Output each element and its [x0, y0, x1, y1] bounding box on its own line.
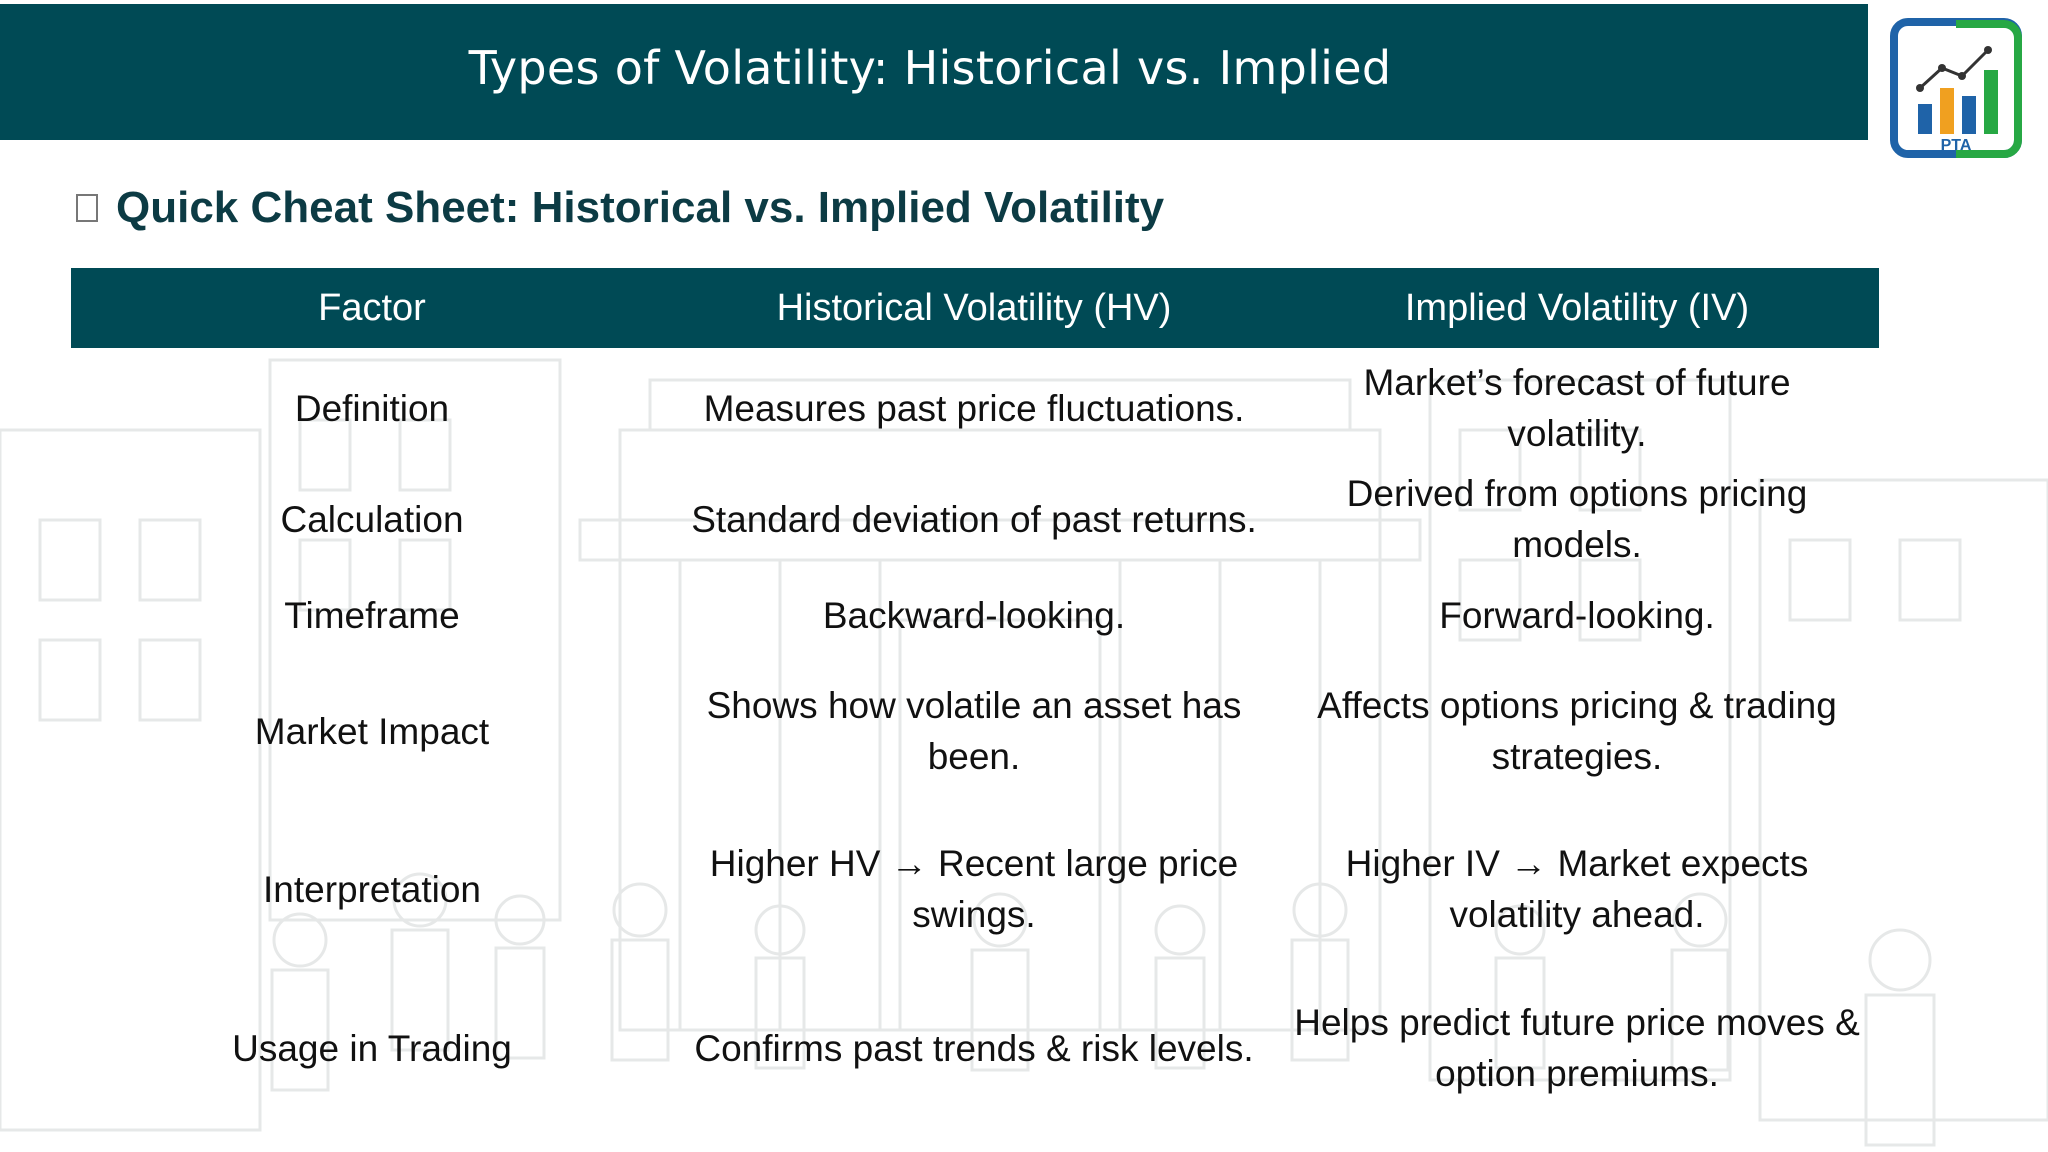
title-bar: Types of Volatility: Historical vs. Impl…: [0, 4, 1868, 140]
table-row: Interpretation Higher HV → Recent large …: [71, 802, 1879, 976]
hv-cell: Standard deviation of past returns.: [691, 498, 1257, 540]
table-row: Timeframe Backward-looking. Forward-look…: [71, 570, 1879, 660]
factor-cell: Interpretation: [262, 868, 482, 910]
column-header-implied: Implied Volatility (IV): [1404, 286, 1750, 329]
table-row: Definition Measures past price fluctuati…: [71, 348, 1879, 468]
column-header-factor: Factor: [318, 286, 426, 329]
iv-cell: Higher IV → Market expects volatility ah…: [1345, 843, 1809, 935]
pta-chart-logo: PTA: [1890, 18, 2022, 158]
iv-cell: Market’s forecast of future volatility.: [1363, 362, 1791, 454]
section-heading: Quick Cheat Sheet: Historical vs. Implie…: [76, 178, 1164, 238]
iv-cell: Forward-looking.: [1439, 594, 1715, 636]
table-row: Usage in Trading Confirms past trends & …: [71, 976, 1879, 1120]
logo-text: PTA: [1941, 137, 1972, 154]
iv-cell: Affects options pricing & trading strate…: [1317, 685, 1837, 777]
column-header-historical: Historical Volatility (HV): [776, 286, 1172, 329]
factor-cell: Usage in Trading: [232, 1027, 512, 1069]
table-header-row: Factor Historical Volatility (HV) Implie…: [71, 268, 1879, 348]
table-row: Market Impact Shows how volatile an asse…: [71, 660, 1879, 802]
iv-cell: Helps predict future price moves & optio…: [1294, 1002, 1860, 1094]
section-title: Quick Cheat Sheet: Historical vs. Implie…: [116, 183, 1165, 232]
hv-cell: Measures past price fluctuations.: [703, 387, 1245, 429]
iv-cell: Derived from options pricing models.: [1346, 473, 1808, 565]
comparison-table: Factor Historical Volatility (HV) Implie…: [71, 268, 1879, 1120]
page-title: Types of Volatility: Historical vs. Impl…: [468, 41, 1392, 95]
hv-cell: Confirms past trends & risk levels.: [694, 1027, 1254, 1069]
factor-cell: Timeframe: [284, 594, 460, 636]
factor-cell: Definition: [294, 387, 450, 429]
hv-cell: Higher HV → Recent large price swings.: [709, 843, 1239, 935]
hv-cell: Backward-looking.: [822, 594, 1126, 636]
table-row: Calculation Standard deviation of past r…: [71, 468, 1879, 570]
empty-checkbox-icon: [76, 194, 98, 222]
hv-cell: Shows how volatile an asset has been.: [706, 685, 1242, 777]
factor-cell: Market Impact: [254, 710, 490, 752]
factor-cell: Calculation: [280, 498, 464, 540]
